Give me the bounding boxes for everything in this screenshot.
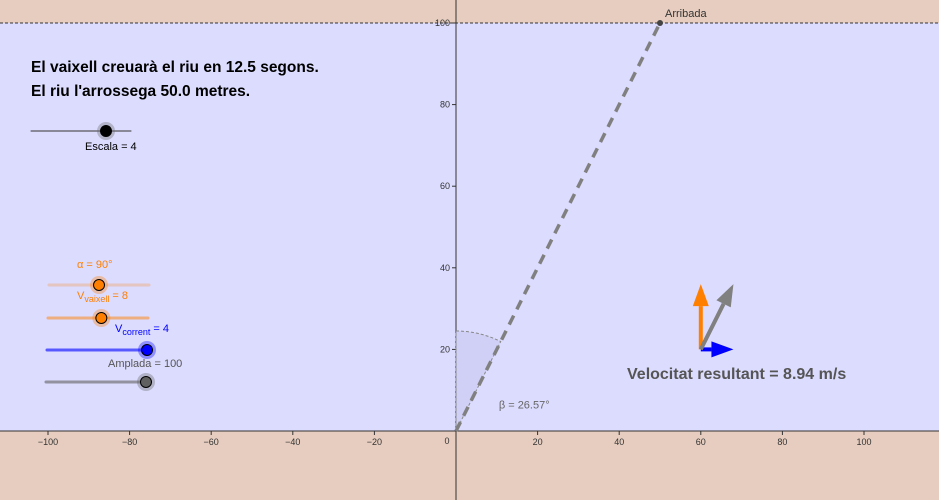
boat-path [454, 22, 662, 432]
y-axis-ticks: 20 40 60 80 100 [435, 18, 456, 354]
boat-vector[interactable] [692, 284, 709, 350]
drift-distance-message: El riu l'arrossega 50.0 metres. [31, 83, 251, 100]
current-vector-head [711, 341, 734, 358]
x-tick-label: −100 [38, 437, 58, 447]
x-tick-label: 80 [777, 437, 787, 447]
crossing-time-message: El vaixell creuarà el riu en 12.5 segons… [31, 59, 319, 76]
angle-sector [455, 330, 502, 432]
v-vaixell-label: Vvaixell = 8 [77, 290, 129, 304]
x-tick-label: 100 [856, 437, 871, 447]
y-tick-label: 100 [435, 18, 450, 28]
arrival-label: Arribada [665, 8, 707, 20]
resultant-velocity-label: Velocitat resultant = 8.94 m/s [627, 366, 847, 383]
arrival-point[interactable] [657, 20, 663, 26]
amplada-slider[interactable] [44, 373, 155, 391]
y-tick-label: 60 [440, 181, 450, 191]
alpha-slider[interactable] [47, 276, 151, 294]
escala-label: Escala = 4 [85, 141, 137, 153]
escala-slider[interactable] [30, 122, 132, 140]
x-tick-label: −60 [204, 437, 219, 447]
x-tick-label: 20 [533, 437, 543, 447]
alpha-slider-knob [93, 279, 105, 291]
resultant-vector-shaft [699, 302, 726, 351]
boat-vector-head [692, 284, 709, 307]
v-corrent-slider[interactable] [45, 341, 156, 359]
x-tick-label: −40 [285, 437, 300, 447]
v-corrent-slider-knob [141, 344, 153, 356]
x-tick-label: −20 [367, 437, 382, 447]
v-corrent-label: Vcorrent = 4 [115, 323, 170, 337]
amplada-label: Amplada = 100 [108, 358, 183, 370]
resultant-vector[interactable] [699, 284, 734, 351]
x-tick-label: −80 [122, 437, 137, 447]
x-tick-label: 60 [696, 437, 706, 447]
v-vaixell-slider-knob [95, 312, 108, 324]
angle-label: β = 26.57° [499, 400, 550, 412]
y-tick-label: 20 [440, 344, 450, 354]
escala-slider-knob [100, 125, 112, 137]
resultant-vector-head [716, 284, 734, 308]
x-axis-ticks: −100 −80 −60 −40 −20 20 40 60 80 100 [38, 431, 872, 447]
x-tick-label: 40 [614, 437, 624, 447]
v-vaixell-slider[interactable] [46, 309, 150, 327]
origin-label: 0 [444, 436, 449, 446]
amplada-slider-knob [140, 376, 152, 388]
alpha-label: α = 90° [77, 259, 113, 271]
y-tick-label: 40 [440, 263, 450, 273]
y-tick-label: 80 [440, 100, 450, 110]
